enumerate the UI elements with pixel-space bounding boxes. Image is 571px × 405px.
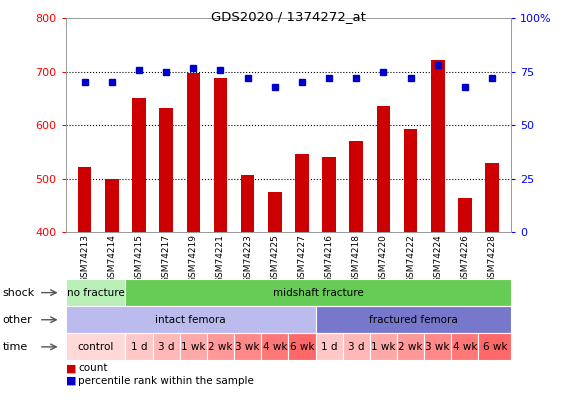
Text: 6 wk: 6 wk (289, 342, 314, 352)
Text: 6 wk: 6 wk (482, 342, 507, 352)
Bar (458, 198, 472, 232)
Text: other: other (3, 315, 33, 325)
Bar (349, 141, 363, 232)
Bar (187, 73, 200, 232)
Text: time: time (3, 342, 28, 352)
Bar (485, 163, 499, 232)
Bar (132, 98, 146, 232)
Text: 3 wk: 3 wk (235, 342, 260, 352)
Text: ■: ■ (66, 363, 76, 373)
Text: fractured femora: fractured femora (369, 315, 457, 325)
Text: 4 wk: 4 wk (453, 342, 477, 352)
Text: 1 wk: 1 wk (181, 342, 206, 352)
Text: 3 d: 3 d (158, 342, 174, 352)
Text: 3 d: 3 d (348, 342, 364, 352)
Bar (322, 158, 336, 232)
Text: shock: shock (3, 288, 35, 298)
Bar (105, 179, 119, 232)
Text: 4 wk: 4 wk (263, 342, 287, 352)
Text: ■: ■ (66, 376, 76, 386)
Text: percentile rank within the sample: percentile rank within the sample (78, 376, 254, 386)
Bar (241, 175, 255, 232)
Bar (214, 78, 227, 232)
Text: no fracture: no fracture (67, 288, 124, 298)
Text: GDS2020 / 1374272_at: GDS2020 / 1374272_at (211, 10, 366, 23)
Text: 1 wk: 1 wk (371, 342, 396, 352)
Bar (295, 154, 309, 232)
Bar (78, 167, 91, 232)
Text: 1 d: 1 d (321, 342, 337, 352)
Text: 2 wk: 2 wk (208, 342, 233, 352)
Bar (404, 128, 417, 232)
Text: 1 d: 1 d (131, 342, 147, 352)
Bar (431, 60, 444, 232)
Text: count: count (78, 363, 108, 373)
Text: intact femora: intact femora (155, 315, 226, 325)
Bar (268, 192, 282, 232)
Text: midshaft fracture: midshaft fracture (273, 288, 364, 298)
Text: 3 wk: 3 wk (425, 342, 450, 352)
Text: 2 wk: 2 wk (399, 342, 423, 352)
Bar (159, 108, 173, 232)
Bar (377, 106, 390, 232)
Text: control: control (77, 342, 114, 352)
